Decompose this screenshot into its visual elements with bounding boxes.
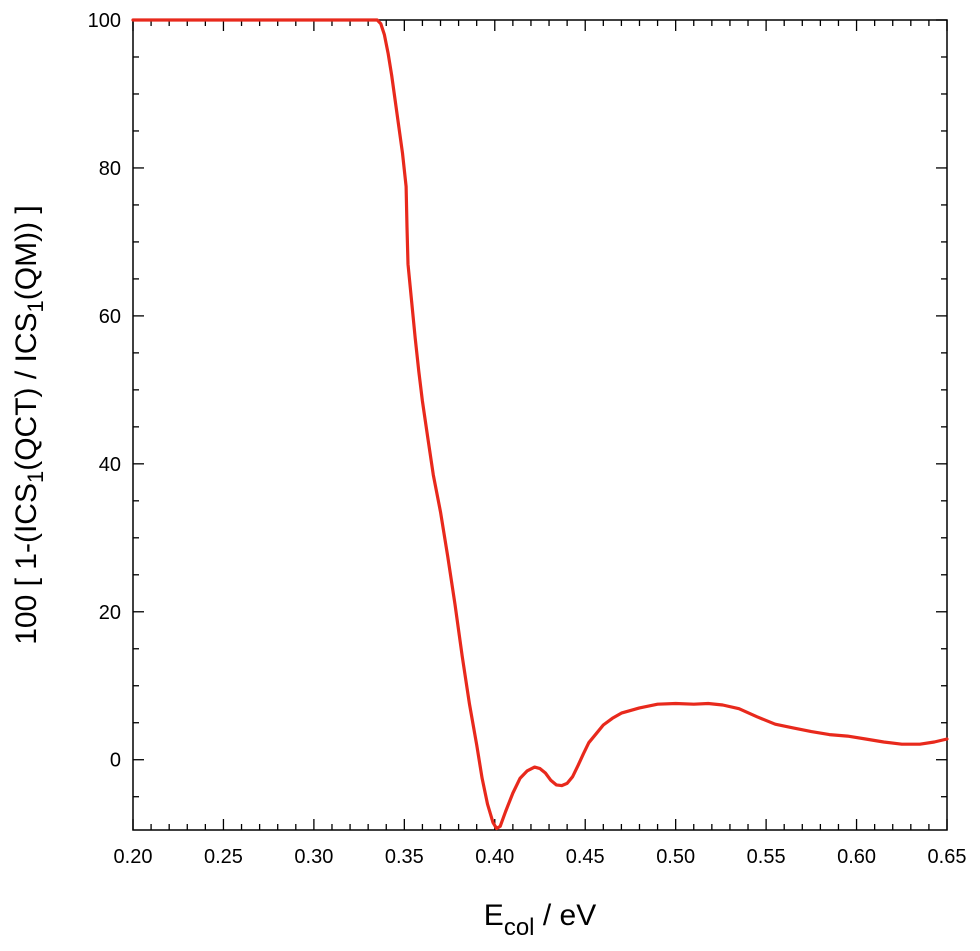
plot-area — [132, 19, 948, 831]
y-tick-label: 100 — [88, 10, 121, 32]
plot-frame — [132, 19, 948, 831]
series-layer — [131, 18, 949, 831]
y-axis-title-subscript: 1 — [23, 471, 48, 483]
x-axis-title-symbol: E — [484, 899, 504, 932]
y-tick-label: 60 — [99, 306, 121, 328]
y-axis: 0 20 40 60 80 100 — [88, 10, 947, 798]
x-tick-label: 0.45 — [566, 846, 605, 868]
y-axis-title-subscript: 1 — [23, 300, 48, 312]
x-axis: 0.20 0.25 0.30 0.35 0.40 0.45 0.50 0.55 0.60 0.65 — [114, 20, 967, 868]
y-axis-title-text: 100 [ 1-(ICS — [10, 483, 43, 645]
y-axis-title-text: (QM)) ] — [10, 205, 43, 300]
x-axis-title: Ecol / eV — [484, 899, 596, 941]
x-tick-label: 0.30 — [294, 846, 333, 868]
x-tick-label: 0.65 — [928, 846, 967, 868]
y-tick-label: 0 — [110, 750, 121, 772]
y-axis-title-text: (QCT) / ICS — [10, 312, 43, 470]
x-tick-label: 0.40 — [475, 846, 514, 868]
y-tick-label: 80 — [99, 158, 121, 180]
x-tick-label: 0.60 — [837, 846, 876, 868]
x-tick-label: 0.20 — [114, 846, 153, 868]
x-tick-label: 0.55 — [747, 846, 786, 868]
x-tick-label: 0.35 — [385, 846, 424, 868]
series-line — [131, 18, 949, 831]
x-axis-title-unit: / eV — [535, 899, 597, 932]
y-axis-title: 100 [ 1-(ICS1(QCT) / ICS1(QM)) ] — [10, 205, 48, 645]
x-tick-label: 0.50 — [656, 846, 695, 868]
x-tick-label: 0.25 — [204, 846, 243, 868]
y-tick-label: 20 — [99, 602, 121, 624]
x-axis-title-subscript: col — [504, 914, 535, 941]
y-tick-label: 40 — [99, 454, 121, 476]
